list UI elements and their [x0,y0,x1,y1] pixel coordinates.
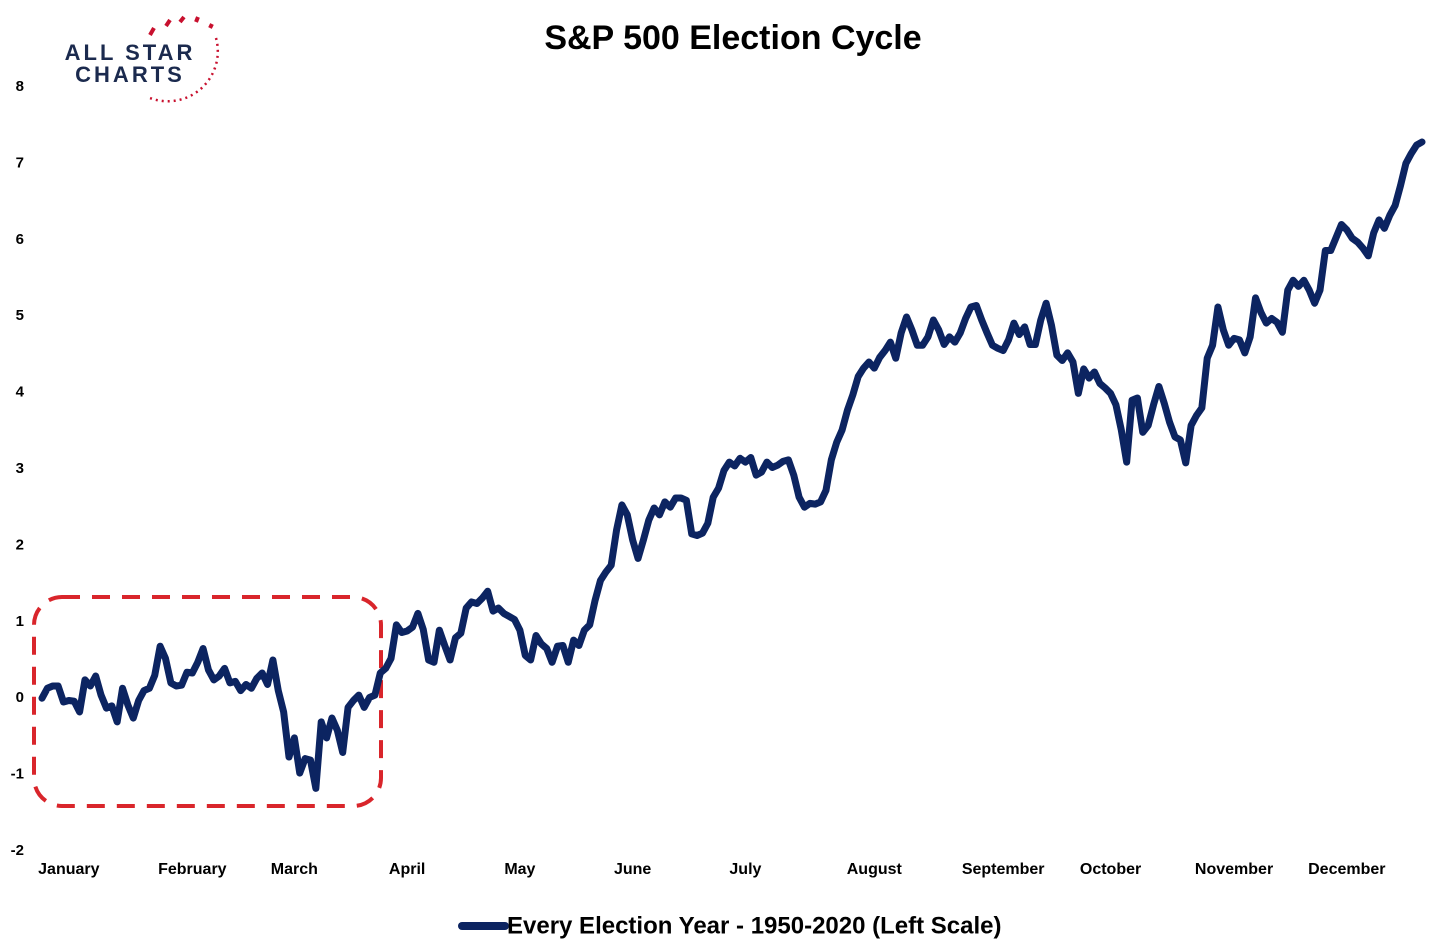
x-tick-label: August [847,861,903,878]
y-tick-label: 5 [16,307,24,324]
y-tick-label: -2 [11,842,24,859]
x-tick-label: March [271,861,318,878]
x-tick-label: November [1195,861,1273,878]
x-tick-label: April [389,861,425,878]
logo-stars [148,15,214,36]
highlight-box [32,595,383,808]
x-tick-label: May [504,861,535,878]
y-tick-label: 8 [16,78,24,95]
x-tick-label: January [38,861,99,878]
y-tick-label: 1 [16,613,24,630]
x-tick-label: June [614,861,651,878]
y-tick-label: -1 [11,766,24,783]
series-line [38,138,1426,792]
x-tick-label: October [1080,861,1141,878]
x-tick-label: September [962,861,1045,878]
logo: ALL STAR CHARTS [65,15,220,103]
y-tick-label: 4 [16,384,25,401]
y-tick-label: 6 [16,231,24,248]
y-tick-label: 0 [16,689,24,706]
y-tick-label: 7 [16,154,24,171]
chart-title: S&P 500 Election Cycle [544,19,921,57]
x-tick-label: December [1308,861,1385,878]
logo-text: CHARTS [75,62,185,87]
logo-arc [149,37,220,103]
plot: -2 -1 0 1 2 3 4 5 6 7 8 January February March April Ma… [11,78,1426,878]
logo-text: ALL STAR [65,40,196,65]
y-tick-label: 3 [16,460,24,477]
x-tick-label: February [158,861,227,878]
legend-label: Every Election Year - 1950-2020 (Left Sc… [507,912,1002,939]
y-tick-label: 2 [16,536,24,553]
x-tick-label: July [729,861,761,878]
